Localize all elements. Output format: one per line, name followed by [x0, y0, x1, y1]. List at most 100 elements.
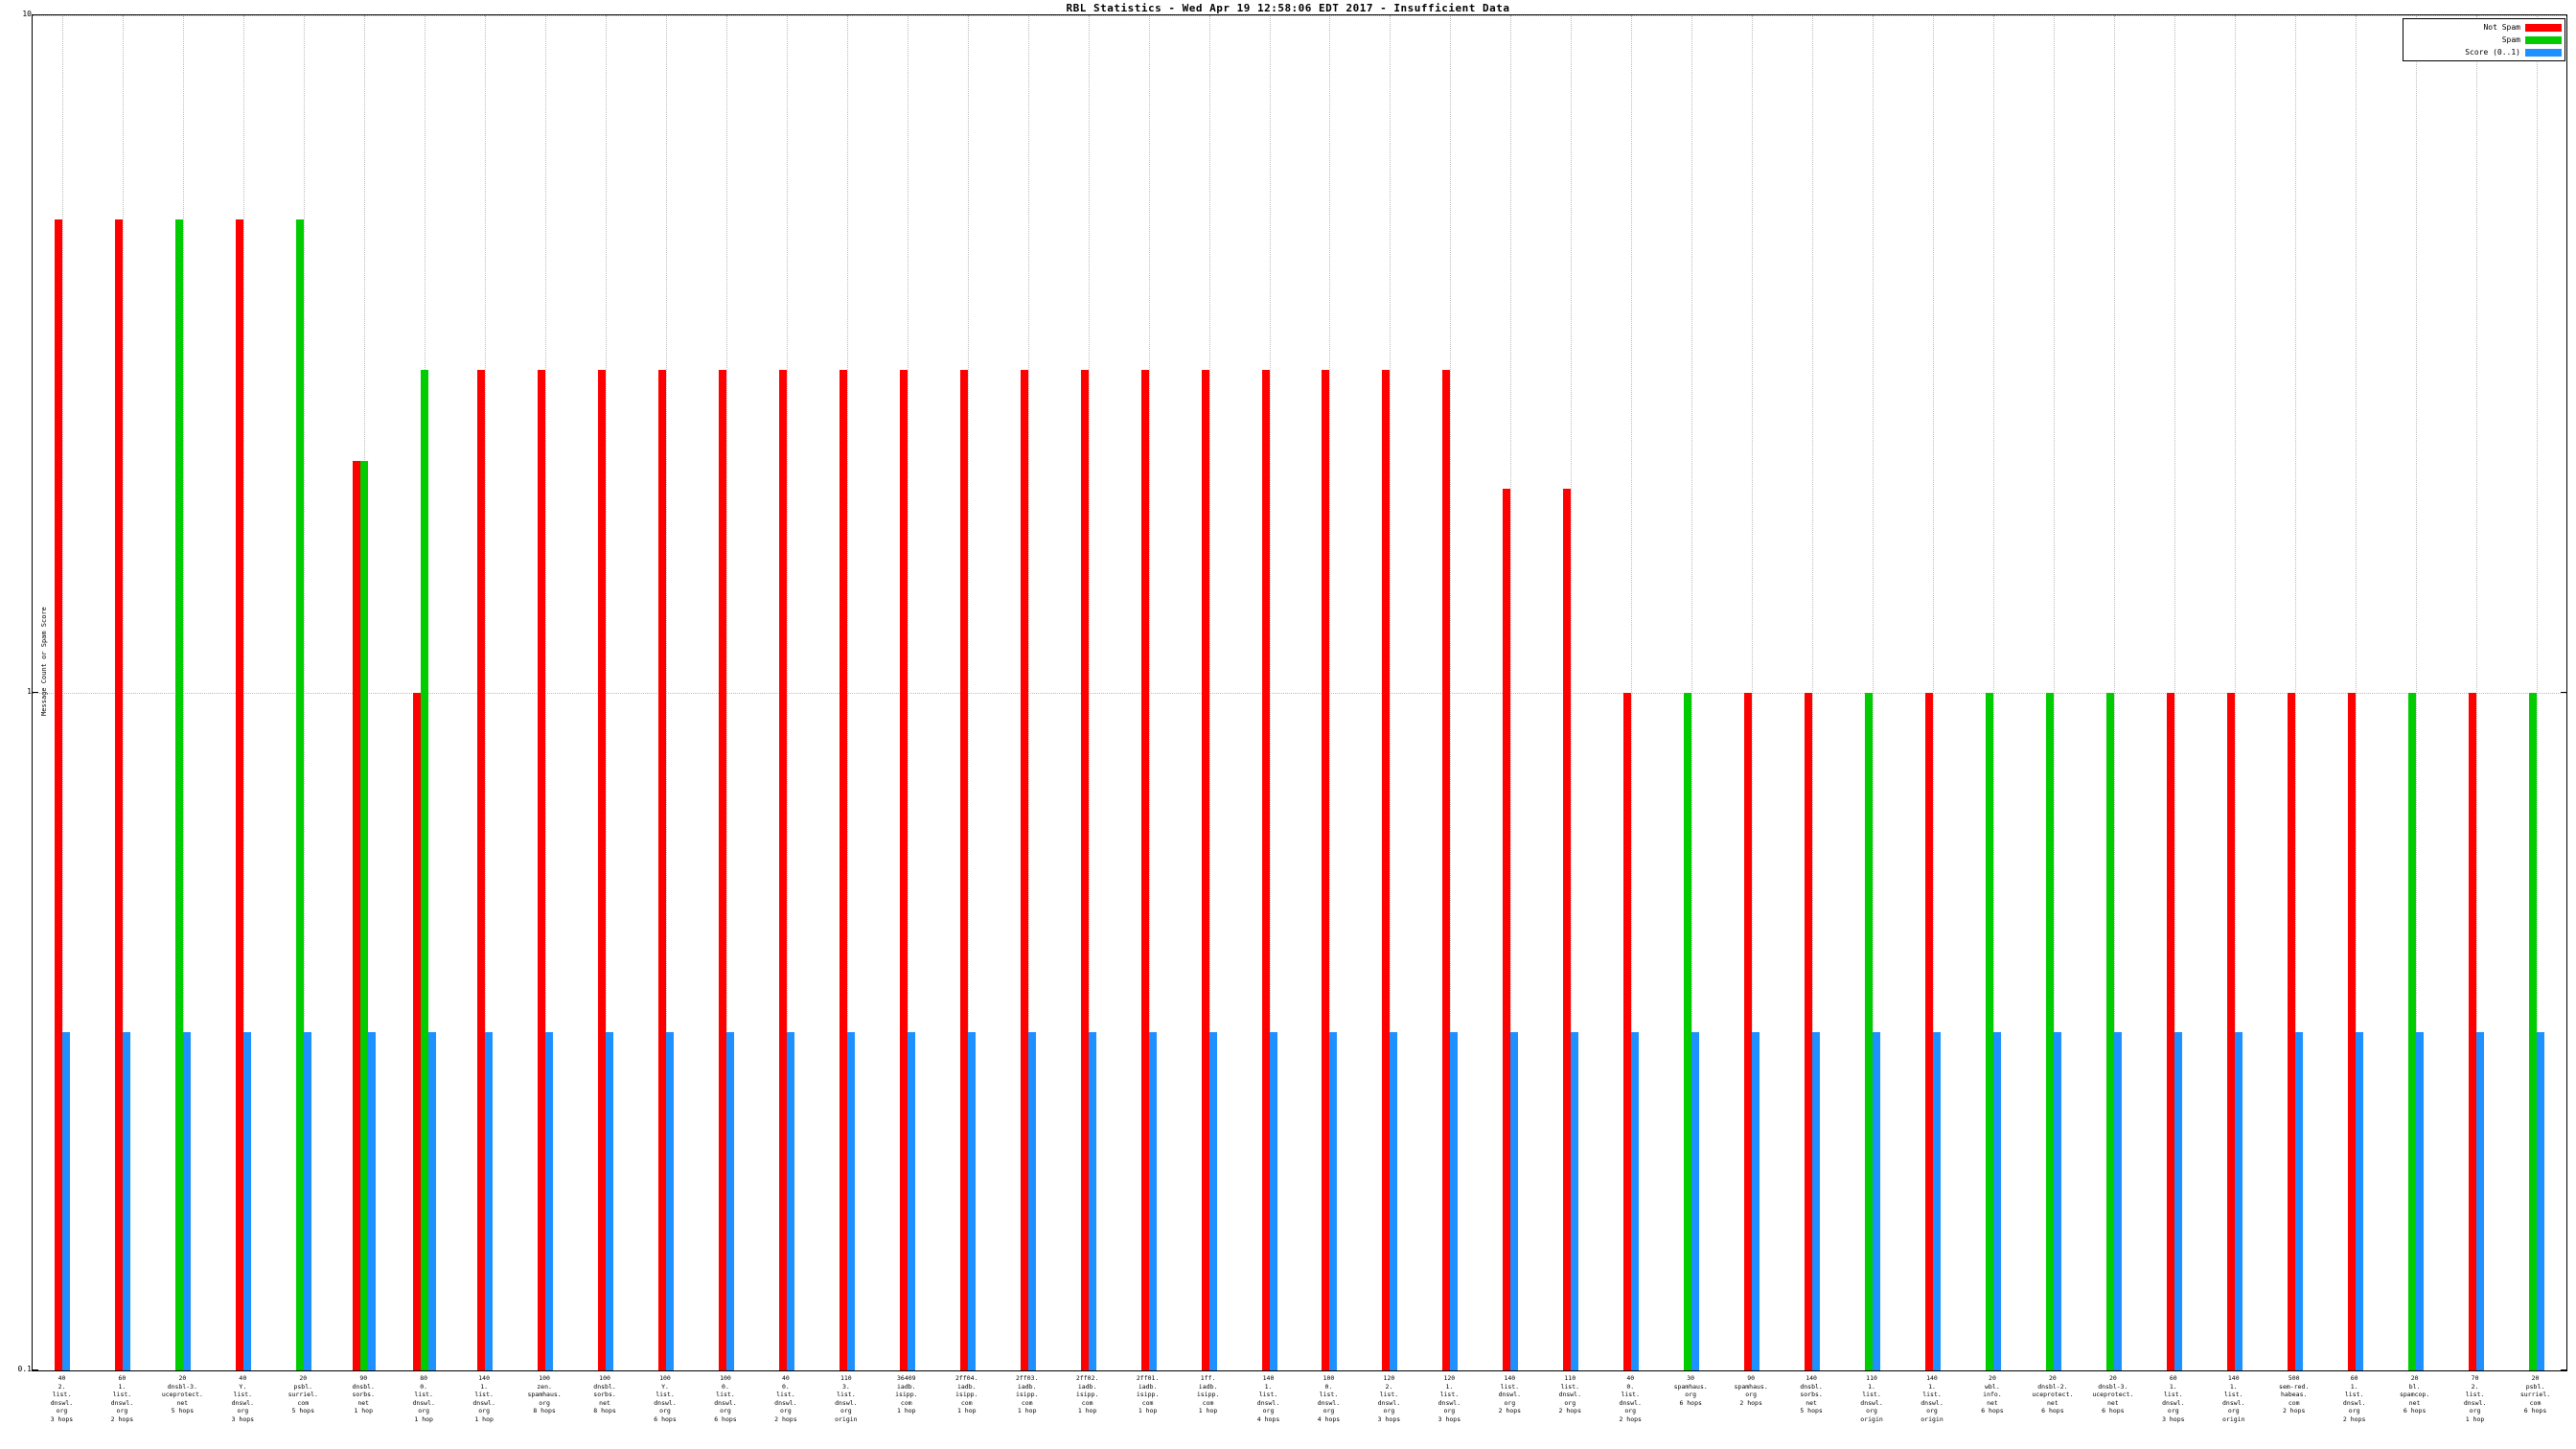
chart-title: RBL Statistics - Wed Apr 19 12:58:06 EDT… — [1066, 2, 1510, 14]
bar-spam — [421, 369, 428, 1370]
x-axis-tick-label: 140 1. list. dnswl. org origin — [2222, 1374, 2245, 1423]
x-axis-tick-label: 30 spamhaus. org 6 hops — [1673, 1374, 1708, 1407]
gridline-vertical — [1752, 15, 1753, 1370]
bar-score — [123, 1031, 130, 1370]
bar-score — [2356, 1031, 2363, 1370]
bar-score — [606, 1031, 613, 1370]
y-axis-tick-mark — [32, 14, 38, 15]
y-axis-title: Message Count or Spam Score — [40, 607, 48, 716]
gridline-vertical — [1149, 15, 1150, 1370]
x-axis-tick-label: 140 list. dnswl. org 2 hops — [1498, 1374, 1522, 1415]
bar-score — [1209, 1031, 1217, 1370]
x-axis-tick-label: 140 1. list. dnswl. org origin — [1920, 1374, 1944, 1423]
x-axis-tick-label: 140 1. list. dnswl. org 4 hops — [1256, 1374, 1280, 1423]
bar-score — [968, 1031, 976, 1370]
bar-score — [726, 1031, 734, 1370]
legend-item: Spam — [2406, 34, 2562, 46]
bar-not-spam — [2167, 693, 2174, 1370]
legend-item: Score (0..1) — [2406, 46, 2562, 58]
x-axis-tick-label: 120 2. list. dnswl. org 3 hops — [1377, 1374, 1401, 1423]
bar-spam — [296, 218, 304, 1370]
bar-not-spam — [55, 218, 62, 1370]
x-axis-tick-label: 90 spamhaus. org 2 hops — [1734, 1374, 1768, 1407]
bar-score — [2114, 1031, 2122, 1370]
gridline-vertical — [787, 15, 788, 1370]
gridline-vertical — [123, 15, 124, 1370]
y-axis-tick-mark — [2561, 14, 2567, 15]
x-axis-tick-label: 20 dnsbl-2. uceprotect. net 6 hops — [2032, 1374, 2074, 1415]
x-axis-tick-label: 20 psbl. surriel. com 5 hops — [288, 1374, 318, 1415]
x-axis-tick-label: 20 dnsbl-3. uceprotect. net 6 hops — [2092, 1374, 2134, 1415]
bar-not-spam — [1503, 489, 1510, 1370]
gridline-vertical — [1450, 15, 1451, 1370]
bar-score — [1752, 1031, 1760, 1370]
bar-score — [1089, 1031, 1096, 1370]
bar-not-spam — [1021, 369, 1028, 1370]
gridline-vertical — [2114, 15, 2115, 1370]
y-axis-tick-mark — [2561, 1369, 2567, 1370]
gridline-vertical — [2416, 15, 2417, 1370]
y-axis-tick-mark — [32, 692, 38, 693]
bar-score — [666, 1031, 674, 1370]
legend-item-label: Not Spam — [2483, 23, 2520, 32]
bar-score — [1270, 1031, 1277, 1370]
bar-score — [1571, 1031, 1578, 1370]
gridline-horizontal — [33, 15, 2566, 17]
gridline-vertical — [1270, 15, 1271, 1370]
bar-score — [183, 1031, 191, 1370]
bar-spam — [2046, 693, 2054, 1370]
gridline-vertical — [1329, 15, 1330, 1370]
bar-score — [2416, 1031, 2424, 1370]
gridline-vertical — [485, 15, 486, 1370]
gridline-vertical — [243, 15, 244, 1370]
gridline-horizontal — [33, 693, 2566, 695]
x-axis-tick-label: 20 dnsbl-3. uceprotect. net 5 hops — [161, 1374, 203, 1415]
bar-not-spam — [2288, 693, 2295, 1370]
legend: Not Spam Spam Score (0..1) — [2403, 18, 2565, 61]
plot-area — [32, 14, 2567, 1371]
legend-item-label: Score (0..1) — [2465, 48, 2520, 57]
y-axis-tick-mark — [32, 1369, 38, 1370]
bar-not-spam — [1442, 369, 1450, 1370]
x-axis-tick-label: 120 1. list. dnswl. org 3 hops — [1438, 1374, 1461, 1423]
gridline-vertical — [2235, 15, 2236, 1370]
gridline-vertical — [1209, 15, 1210, 1370]
gridline-vertical — [545, 15, 546, 1370]
bar-score — [1933, 1031, 1941, 1370]
bar-score — [428, 1031, 436, 1370]
bar-spam — [1986, 693, 1993, 1370]
bar-score — [2295, 1031, 2303, 1370]
x-axis-tick-label: 140 dnsbl. sorbs. net 5 hops — [1800, 1374, 1823, 1415]
bar-score — [2537, 1031, 2544, 1370]
bar-spam — [175, 218, 183, 1370]
bar-not-spam — [2469, 693, 2476, 1370]
y-axis-tick-label: 0.1 — [17, 1365, 32, 1373]
bar-score — [1873, 1031, 1880, 1370]
bar-not-spam — [1141, 369, 1149, 1370]
bar-score — [304, 1031, 311, 1370]
bar-not-spam — [353, 460, 360, 1370]
bar-not-spam — [477, 369, 485, 1370]
bar-not-spam — [2227, 693, 2235, 1370]
gridline-vertical — [2476, 15, 2477, 1370]
x-axis-tick-label: 110 1. list. dnswl. org origin — [1860, 1374, 1883, 1423]
bar-score — [2235, 1031, 2242, 1370]
x-axis-tick-labels: 40 2. list. dnswl. org 3 hops 60 1. list. dnswl. o… — [32, 1374, 2567, 1449]
x-axis-tick-label: 36409 iadb. isipp. com 1 hop — [895, 1374, 918, 1415]
bar-score — [545, 1031, 553, 1370]
bar-not-spam — [1202, 369, 1209, 1370]
gridline-vertical — [1089, 15, 1090, 1370]
x-axis-tick-label: 20 psbl. surriel. com 6 hops — [2519, 1374, 2551, 1415]
bar-score — [2174, 1031, 2182, 1370]
gridline-vertical — [1028, 15, 1029, 1370]
y-axis-tick-label: 1 — [27, 687, 32, 696]
gridline-vertical — [183, 15, 184, 1370]
gridline-vertical — [304, 15, 305, 1370]
x-axis-tick-label: 100 0. list. dnswl. org 6 hops — [714, 1374, 737, 1423]
x-axis-tick-label: 40 0. list. dnswl. org 2 hops — [774, 1374, 797, 1423]
gridline-vertical — [1933, 15, 1934, 1370]
x-axis-tick-label: 20 wbl. info. net 6 hops — [1981, 1374, 2004, 1415]
bar-spam — [360, 460, 368, 1370]
x-axis-tick-label: 100 zen. spamhaus. org 8 hops — [527, 1374, 562, 1415]
bar-score — [1812, 1031, 1820, 1370]
